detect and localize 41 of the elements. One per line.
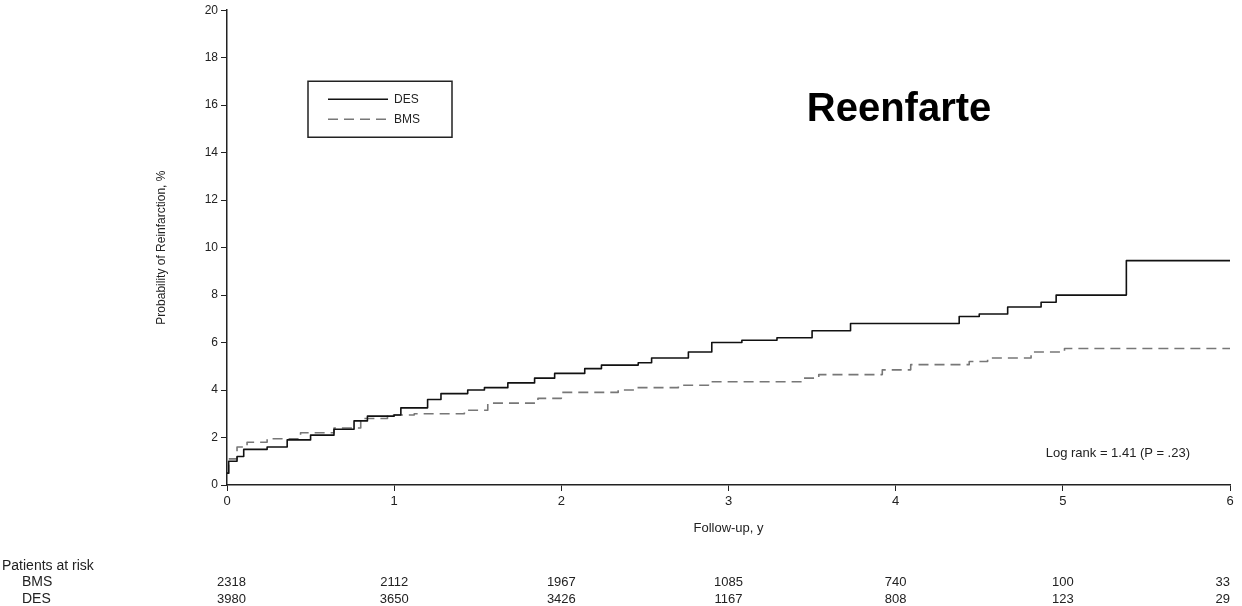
legend-label: DES — [394, 91, 419, 106]
text: 1167 — [714, 590, 743, 606]
text: 808 — [884, 590, 907, 606]
text: 100 — [1051, 574, 1074, 590]
text: 1085 — [714, 574, 743, 590]
x-tick-label: 0 — [223, 493, 231, 509]
text: 1967 — [546, 574, 576, 590]
text: 33 — [1215, 574, 1230, 590]
x-axis-title: Follow-up, y — [693, 519, 765, 535]
y-tick-label: 12 — [204, 192, 219, 207]
y-tick-label: 6 — [211, 334, 219, 349]
x-tick-label: 1 — [390, 493, 398, 509]
text: 3426 — [546, 590, 576, 606]
text: 740 — [884, 574, 907, 590]
x-tick-label: 6 — [1226, 493, 1234, 509]
y-tick-label: 18 — [204, 49, 219, 64]
x-tick-label: 2 — [557, 493, 565, 509]
text: DES — [22, 589, 51, 606]
y-axis-title: Probability of Reinfarction, % — [153, 170, 168, 325]
x-tick-label: 3 — [724, 493, 733, 509]
text: BMS — [22, 573, 53, 590]
annotation: Log rank = 1.41 (P = .23) — [1045, 444, 1190, 460]
text: Patients at risk — [2, 556, 95, 573]
y-tick-label: 2 — [211, 429, 219, 444]
y-tick-label: 8 — [211, 287, 219, 302]
text: 3980 — [217, 590, 246, 606]
y-tick-label: 20 — [204, 2, 219, 17]
text: Reenfarte — [806, 84, 992, 129]
text: 123 — [1051, 590, 1074, 606]
text: 3650 — [379, 590, 409, 606]
y-tick-label: 4 — [211, 382, 219, 397]
y-tick-label: 10 — [204, 239, 219, 254]
y-tick-label: 0 — [211, 477, 219, 492]
x-tick-label: 5 — [1059, 493, 1067, 509]
y-tick-label: 14 — [204, 144, 219, 159]
text: 2318 — [217, 574, 246, 590]
x-tick-label: 4 — [892, 493, 900, 509]
text: 29 — [1215, 590, 1230, 606]
text: 2112 — [380, 574, 409, 590]
y-tick-label: 16 — [204, 97, 219, 112]
legend-label: BMS — [394, 111, 421, 126]
